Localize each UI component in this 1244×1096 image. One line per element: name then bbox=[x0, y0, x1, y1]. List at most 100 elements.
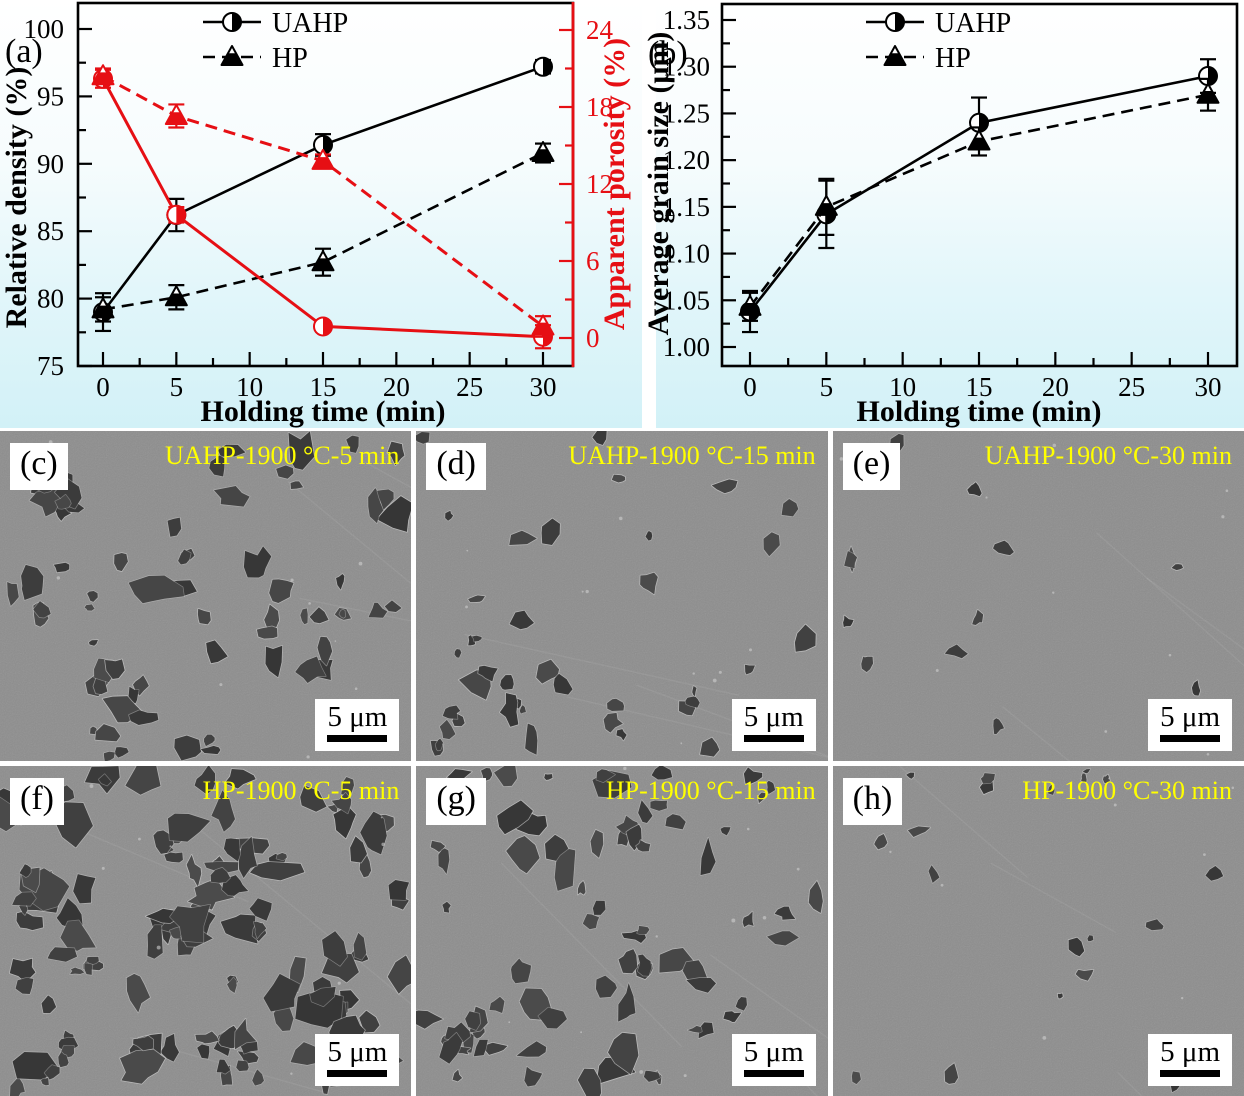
sem-panel-e: (e) UAHP-1900 °C-30 min 5 μm bbox=[832, 431, 1244, 761]
legend-label-uahp: UAHP bbox=[272, 8, 348, 39]
right-tick-label: 24 bbox=[586, 15, 614, 45]
x-tick-label: 20 bbox=[1042, 372, 1069, 402]
scale-bar-box: 5 μm bbox=[315, 1033, 400, 1086]
series-line-hp-right bbox=[102, 74, 544, 328]
x-tick-label: 15 bbox=[966, 372, 993, 402]
sem-micrograph bbox=[416, 431, 828, 761]
legend-label-uahp: UAHP bbox=[935, 8, 1011, 39]
chart-panel-label: (b) bbox=[648, 35, 688, 72]
legend-label-hp: HP bbox=[272, 43, 308, 74]
x-tick-label: 20 bbox=[383, 372, 410, 402]
pores bbox=[6, 431, 412, 761]
sem-panel-letter: (f) bbox=[10, 778, 64, 825]
pores bbox=[416, 766, 824, 1096]
sem-panel-letter: (g) bbox=[426, 778, 486, 825]
scale-bar-label: 5 μm bbox=[1160, 1035, 1220, 1068]
x-tick-label: 0 bbox=[96, 372, 110, 402]
series-line-hp-left bbox=[102, 151, 544, 311]
y-tick-label: 1.25 bbox=[663, 98, 710, 128]
pores bbox=[850, 768, 1224, 1093]
plot-frame bbox=[720, 2, 1239, 368]
scale-bar bbox=[743, 735, 804, 742]
scale-bar-box: 5 μm bbox=[731, 698, 816, 751]
y-tick-label: 1.10 bbox=[663, 239, 710, 269]
sem-panel-c: (c) UAHP-1900 °C-5 min 5 μm bbox=[0, 431, 412, 761]
scale-bar-box: 5 μm bbox=[731, 1033, 816, 1086]
sem-panel-g: (g) HP-1900 °C-15 min 5 μm bbox=[416, 766, 828, 1096]
right-tick-label: 18 bbox=[586, 92, 613, 122]
x-tick-label: 25 bbox=[456, 372, 483, 402]
y-tick-label: 80 bbox=[37, 284, 64, 314]
series-line-hp-left bbox=[748, 93, 1209, 308]
scale-bar bbox=[1160, 1070, 1220, 1077]
right-tick-label: 12 bbox=[586, 169, 613, 199]
sem-panel-letter: (d) bbox=[426, 443, 486, 490]
scale-bar-label: 5 μm bbox=[1160, 700, 1220, 733]
sem-panel-title: UAHP-1900 °C-30 min bbox=[984, 441, 1232, 470]
x-tick-label: 15 bbox=[310, 372, 337, 402]
sem-panel-title: HP-1900 °C-5 min bbox=[202, 776, 400, 805]
x-axis-title: Holding time (min) bbox=[857, 395, 1102, 428]
x-tick-label: 30 bbox=[1195, 372, 1222, 402]
x-tick-label: 5 bbox=[820, 372, 834, 402]
chart-panel-a: 0 5 10 15 20 25 30 75 80 85 90 95 100 0 6 12 18 24Apparen… bbox=[0, 1, 631, 428]
y-tick-label: 85 bbox=[37, 216, 64, 246]
x-tick-label: 0 bbox=[743, 372, 757, 402]
sem-panel-letter: (h) bbox=[842, 778, 903, 825]
x-tick-label: 5 bbox=[170, 372, 184, 402]
y-axis-title-right: Apparent porosity (%) bbox=[598, 38, 631, 330]
sem-panel-title: HP-1900 °C-15 min bbox=[605, 776, 816, 805]
scale-bar-label: 5 μm bbox=[743, 1035, 804, 1068]
scale-bar-label: 5 μm bbox=[327, 700, 388, 733]
chart-panel-b: 0 5 10 15 20 25 30 1.00 1.05 1.10 1.15 1.20 1.25 1.30… bbox=[642, 2, 1239, 428]
sem-panel-title: UAHP-1900 °C-5 min bbox=[165, 441, 400, 470]
scale-bar-label: 5 μm bbox=[327, 1035, 388, 1068]
scale-bar-label: 5 μm bbox=[743, 700, 804, 733]
y-tick-label: 1.35 bbox=[663, 5, 710, 35]
charts-row: 0 5 10 15 20 25 30 75 80 85 90 95 100 0 6 12 18 24 Apparen… bbox=[0, 0, 1244, 428]
right-tick-label: 0 bbox=[586, 323, 600, 353]
y-tick-label: 75 bbox=[37, 351, 64, 381]
pores bbox=[841, 433, 1201, 735]
scale-bar-box: 5 μm bbox=[1148, 1033, 1232, 1086]
x-tick-label: 10 bbox=[236, 372, 263, 402]
sem-panel-letter: (c) bbox=[10, 443, 68, 490]
y-tick-label: 1.05 bbox=[663, 285, 710, 315]
charts: 0 5 10 15 20 25 30758085909510006121824Apparen… bbox=[0, 1, 1239, 428]
sem-panel-title: UAHP-1900 °C-15 min bbox=[568, 441, 816, 470]
sem-panel-letter: (e) bbox=[842, 443, 901, 490]
y-tick-label: 95 bbox=[37, 81, 64, 111]
scale-bar-box: 5 μm bbox=[315, 698, 400, 751]
scale-bar bbox=[327, 735, 388, 742]
scale-bar bbox=[327, 1070, 388, 1077]
y-tick-label: 1.20 bbox=[663, 145, 710, 175]
scale-bar bbox=[1160, 735, 1220, 742]
sem-panel-f: (f) HP-1900 °C-5 min 5 μm bbox=[0, 766, 412, 1096]
x-tick-label: 10 bbox=[889, 372, 916, 402]
pores bbox=[0, 766, 412, 1096]
sem-panel-d: (d) UAHP-1900 °C-15 min 5 μm bbox=[416, 431, 828, 761]
y-axis-title-left: Relative density (%) bbox=[0, 67, 33, 329]
sem-grid: (c) UAHP-1900 °C-5 min 5 μm (d) UAHP-1900 °C… bbox=[0, 431, 1244, 1096]
plot-frame bbox=[76, 1, 575, 368]
series-line-uahp-left bbox=[748, 74, 1209, 313]
y-tick-label: 90 bbox=[37, 149, 64, 179]
legend-label-hp: HP bbox=[935, 43, 971, 74]
scale-bar bbox=[743, 1070, 804, 1077]
y-tick-label: 1.00 bbox=[663, 332, 710, 362]
y-axis-title-left: Average grain size (μm) bbox=[642, 32, 675, 336]
x-axis-title: Holding time (min) bbox=[201, 395, 446, 428]
series-line-uahp-left bbox=[101, 65, 544, 313]
series-line-uahp-right bbox=[101, 78, 544, 339]
y-tick-label: 100 bbox=[24, 14, 65, 44]
sem-panel-h: (h) HP-1900 °C-30 min 5 μm bbox=[832, 766, 1244, 1096]
right-tick-label: 6 bbox=[586, 246, 600, 276]
scale-bar-box: 5 μm bbox=[1148, 698, 1232, 751]
x-tick-label: 25 bbox=[1118, 372, 1145, 402]
y-tick-label: 1.15 bbox=[663, 192, 710, 222]
x-tick-label: 30 bbox=[530, 372, 557, 402]
y-tick-label: 1.30 bbox=[663, 52, 710, 82]
sem-panel-title: HP-1900 °C-30 min bbox=[1022, 776, 1232, 805]
chart-panel-label: (a) bbox=[5, 33, 43, 70]
